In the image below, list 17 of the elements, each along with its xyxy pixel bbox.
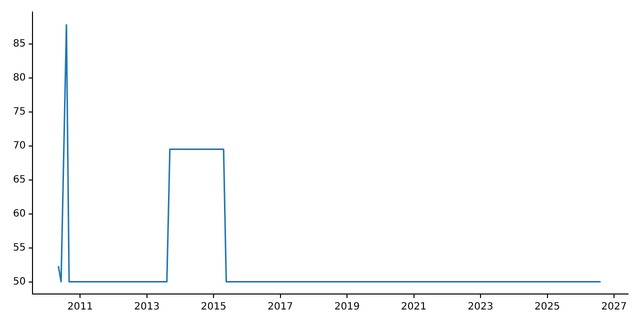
x-tick-label: 2011 <box>67 302 93 313</box>
y-tick-label: 70 <box>12 140 26 152</box>
x-tick-label: 2027 <box>601 302 627 313</box>
x-tick-label: 2019 <box>334 302 360 313</box>
y-tick-label: 80 <box>12 72 26 84</box>
y-tick-label: 60 <box>12 208 26 220</box>
y-tick-label: 50 <box>12 276 26 288</box>
x-tick-label: 2021 <box>401 302 427 313</box>
x-tick-label: 2023 <box>468 302 494 313</box>
x-tick-label: 2013 <box>134 302 160 313</box>
y-tick-label: 55 <box>12 242 26 254</box>
y-tick-label: 65 <box>12 174 26 186</box>
x-tick-label: 2025 <box>534 302 560 313</box>
x-tick-label: 2017 <box>268 302 294 313</box>
x-tick-label: 2015 <box>200 302 226 313</box>
y-tick-label: 85 <box>12 38 26 50</box>
y-tick-label: 75 <box>12 106 26 118</box>
